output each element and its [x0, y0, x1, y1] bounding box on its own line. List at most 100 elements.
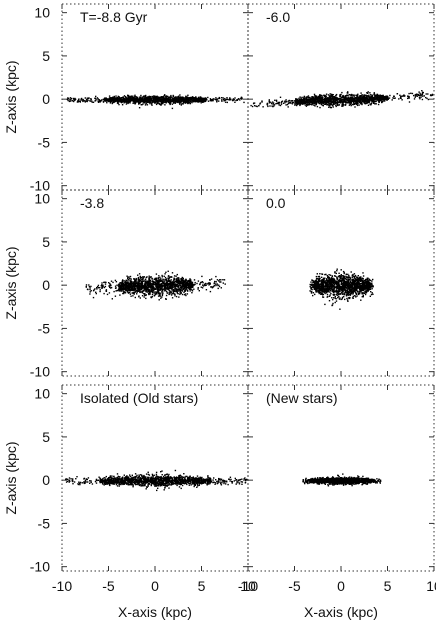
star-point	[186, 289, 189, 291]
star-point	[339, 95, 341, 97]
star-point	[386, 96, 388, 98]
star-point	[186, 100, 189, 102]
star-point	[114, 295, 117, 297]
star-point	[418, 91, 420, 93]
star-point	[164, 283, 166, 285]
star-point	[148, 96, 150, 99]
star-point	[68, 100, 71, 103]
star-point	[127, 97, 129, 100]
star-point	[185, 95, 187, 97]
star-point	[126, 291, 129, 293]
star-point	[380, 95, 383, 97]
star-point	[299, 99, 301, 101]
star-point	[164, 289, 167, 292]
star-point	[143, 95, 145, 97]
star-point	[122, 100, 124, 102]
star-point	[128, 101, 130, 103]
star-point	[336, 103, 339, 105]
star-point	[359, 95, 361, 97]
star-point	[137, 283, 139, 285]
panel-label: -3.8	[80, 195, 104, 211]
star-point	[328, 104, 330, 106]
star-point	[311, 98, 313, 101]
star-point	[431, 94, 434, 96]
star-point	[350, 104, 352, 107]
star-point	[122, 282, 125, 284]
star-point	[350, 99, 352, 102]
star-point	[217, 287, 219, 290]
star-point	[180, 282, 182, 284]
star-point	[182, 277, 184, 280]
star-point	[401, 95, 403, 97]
star-point	[335, 298, 337, 300]
star-point	[189, 101, 191, 104]
star-point	[166, 97, 168, 100]
star-point	[312, 97, 315, 100]
star-point	[158, 292, 160, 294]
star-point	[99, 287, 101, 289]
star-point	[381, 98, 384, 101]
star-point	[195, 96, 197, 98]
star-point	[99, 290, 101, 293]
star-point	[126, 99, 128, 101]
star-point	[112, 96, 114, 98]
star-point	[158, 280, 160, 283]
star-point	[130, 99, 132, 101]
star-point	[356, 100, 359, 102]
star-point	[255, 105, 257, 107]
star-point	[118, 96, 120, 98]
star-point	[173, 286, 175, 288]
star-point	[177, 285, 179, 287]
star-point	[318, 98, 321, 100]
star-point	[340, 98, 342, 100]
star-point	[220, 279, 222, 281]
star-point	[189, 98, 192, 101]
star-point	[196, 282, 198, 285]
star-point	[166, 280, 168, 282]
star-point	[374, 103, 376, 105]
star-point	[284, 100, 286, 102]
star-point	[325, 280, 327, 282]
star-point	[189, 279, 191, 281]
star-point	[326, 104, 329, 106]
star-point	[142, 276, 144, 278]
star-point	[149, 292, 151, 294]
star-point	[147, 290, 150, 292]
star-point	[175, 281, 177, 283]
star-point	[273, 104, 276, 106]
star-point	[140, 277, 142, 279]
star-point	[303, 95, 306, 98]
star-point	[317, 275, 319, 278]
star-point	[328, 106, 330, 108]
star-point	[197, 287, 199, 289]
star-point	[322, 96, 324, 98]
star-point	[187, 290, 189, 292]
star-point	[161, 99, 163, 101]
star-point	[176, 277, 178, 279]
star-point	[199, 283, 201, 285]
star-point	[169, 287, 171, 289]
star-point	[189, 284, 191, 286]
star-point	[153, 98, 155, 100]
star-point	[312, 99, 314, 101]
star-point	[338, 104, 341, 106]
star-point	[155, 286, 157, 288]
star-point	[145, 297, 147, 300]
star-point	[358, 100, 360, 103]
star-point	[172, 289, 175, 292]
star-point	[131, 286, 133, 288]
star-point	[154, 281, 157, 284]
star-point	[308, 100, 310, 102]
star-point	[150, 103, 153, 105]
star-point	[319, 94, 321, 96]
star-point	[171, 97, 173, 100]
star-point	[144, 294, 146, 296]
star-point	[179, 289, 182, 292]
star-point	[146, 286, 148, 288]
star-point	[370, 95, 372, 98]
star-point	[361, 102, 363, 105]
star-point	[380, 97, 383, 100]
star-point	[193, 279, 196, 281]
star-point	[112, 99, 115, 102]
star-point	[158, 98, 160, 100]
